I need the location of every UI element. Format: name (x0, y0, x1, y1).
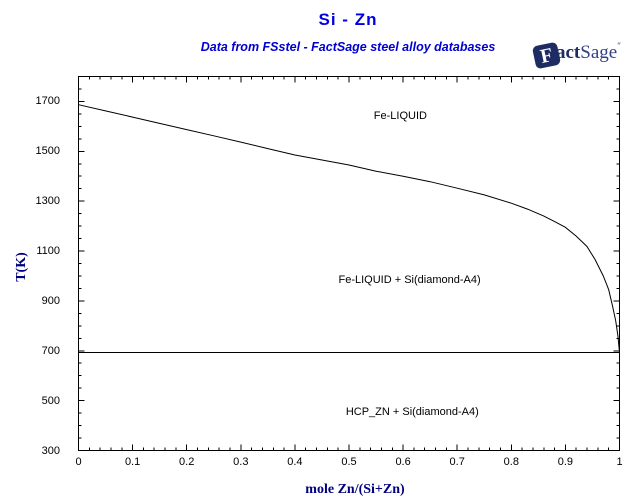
y-axis-title: T(K) (14, 252, 29, 282)
liquidus-curve (78, 104, 620, 353)
region-label: Fe-LIQUID + Si(diamond-A4) (338, 273, 481, 286)
x-tick-label: 0.7 (449, 456, 465, 468)
x-tick-label: 0.2 (179, 456, 195, 468)
x-tick-label: 0 (75, 456, 82, 468)
y-tick-label: 900 (41, 294, 60, 307)
x-tick-label: 0.6 (395, 456, 411, 468)
y-tick-label: 500 (41, 394, 60, 407)
x-tick-label: 0.5 (341, 456, 357, 468)
plot-frame (78, 76, 620, 451)
y-tick-label: 1700 (35, 95, 60, 108)
factsage-logo: FactSage″ (531, 41, 621, 70)
y-tick-label: 300 (41, 444, 60, 457)
page-subtitle: Data from FSstel - FactSage steel alloy … (200, 40, 496, 54)
region-label: HCP_ZN + Si(diamond-A4) (345, 405, 479, 418)
x-tick-label: 0.1 (124, 456, 141, 468)
factsage-logo-act: act (556, 42, 581, 63)
axis-ticks (78, 76, 620, 451)
y-tick-label: 1300 (35, 195, 60, 208)
trademark-mark: ″ (617, 41, 621, 51)
y-tick-label: 1500 (35, 145, 60, 158)
region-label: Fe-LIQUID (373, 110, 427, 123)
y-tick-label: 1100 (36, 245, 60, 258)
x-tick-label: 0.4 (287, 456, 303, 468)
x-axis-title: mole Zn/(Si+Zn) (305, 482, 405, 497)
x-tick-label: 0.3 (233, 456, 249, 468)
page-title: Si - Zn (318, 10, 378, 29)
x-tick-label: 0.8 (503, 456, 519, 468)
factsage-logo-sage: Sage (580, 42, 618, 63)
y-tick-label: 700 (41, 344, 60, 357)
x-tick-label: 1 (616, 456, 623, 468)
x-tick-label: 0.9 (557, 456, 574, 468)
